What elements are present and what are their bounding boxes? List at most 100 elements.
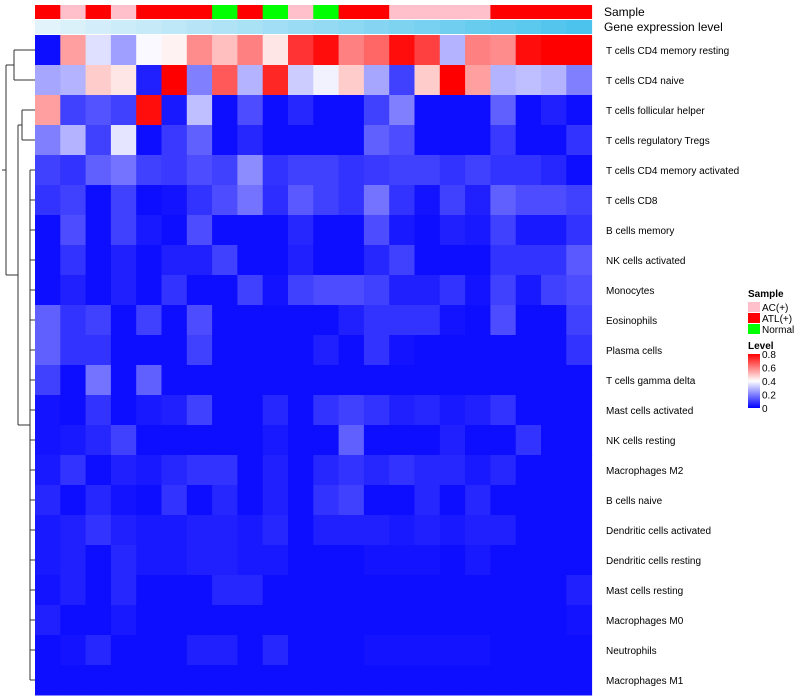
heatmap-cell	[186, 575, 213, 606]
heatmap-cell	[35, 275, 61, 306]
heatmap-cell	[566, 605, 593, 636]
heatmap-cell	[414, 485, 441, 516]
heatmap-cell	[85, 245, 112, 276]
heatmap-cell	[288, 605, 314, 636]
heatmap-cell	[338, 215, 365, 246]
heatmap-cell	[237, 155, 264, 186]
heatmap-cell	[136, 185, 162, 216]
heatmap-cell	[212, 665, 238, 696]
row-label: Dendritic cells resting	[606, 556, 701, 567]
heatmap-cell	[136, 335, 162, 366]
heatmap-cell	[414, 665, 441, 696]
heatmap-cell	[414, 35, 441, 66]
heatmap-cell	[389, 635, 415, 666]
heatmap-cell	[161, 425, 188, 456]
heatmap-cell	[262, 455, 289, 486]
heatmap-cell	[186, 515, 213, 546]
heatmap-cell	[363, 125, 390, 156]
expression-annotation-cell	[262, 20, 289, 34]
sample-annotation-cell	[35, 5, 61, 19]
heatmap-cell	[136, 95, 162, 126]
heatmap-cell	[237, 425, 264, 456]
heatmap-cell	[338, 545, 365, 576]
heatmap-cell	[85, 215, 112, 246]
heatmap-cell	[566, 485, 593, 516]
heatmap-cells	[35, 35, 593, 696]
heatmap-cell	[212, 575, 238, 606]
heatmap-cell	[465, 545, 491, 576]
sample-annotation-cell	[439, 5, 466, 19]
row-label: T cells follicular helper	[606, 106, 705, 117]
expression-annotation-cell	[186, 20, 213, 34]
heatmap-cell	[60, 485, 87, 516]
heatmap-cell	[136, 155, 162, 186]
heatmap-cell	[389, 515, 415, 546]
heatmap-cell	[541, 425, 567, 456]
heatmap-cell	[262, 485, 289, 516]
heatmap-cell	[515, 95, 542, 126]
heatmap-cell	[288, 215, 314, 246]
heatmap-cell	[515, 365, 542, 396]
heatmap-cell	[35, 155, 61, 186]
heatmap-cell	[465, 515, 491, 546]
heatmap-cell	[465, 485, 491, 516]
heatmap-cell	[136, 305, 162, 336]
heatmap-cell	[389, 335, 415, 366]
heatmap-cell	[414, 95, 441, 126]
sample-annotation-cell	[338, 5, 365, 19]
heatmap-cell	[110, 485, 137, 516]
sample-annotation-cell	[288, 5, 314, 19]
sample-annotation-cell	[136, 5, 162, 19]
row-label: Eosinophils	[606, 316, 657, 327]
heatmap-cell	[262, 275, 289, 306]
heatmap-cell	[262, 515, 289, 546]
heatmap-cell	[110, 35, 137, 66]
heatmap-cell	[465, 245, 491, 276]
heatmap-cell	[363, 245, 390, 276]
heatmap-cell	[161, 665, 188, 696]
heatmap-cell	[389, 455, 415, 486]
heatmap-cell	[363, 605, 390, 636]
sample-annotation-cell	[490, 5, 517, 19]
heatmap-cell	[541, 125, 567, 156]
heatmap-cell	[186, 665, 213, 696]
heatmap-cell	[465, 455, 491, 486]
heatmap-cell	[566, 215, 593, 246]
heatmap-cell	[60, 635, 87, 666]
heatmap-cell	[414, 425, 441, 456]
heatmap-cell	[515, 215, 542, 246]
heatmap-cell	[288, 245, 314, 276]
heatmap-cell	[161, 605, 188, 636]
heatmap-cell	[186, 635, 213, 666]
heatmap-cell	[136, 215, 162, 246]
expression-annotation-bar	[35, 20, 593, 34]
heatmap-cell	[490, 65, 517, 96]
heatmap-cell	[389, 215, 415, 246]
sample-annotation-cell	[262, 5, 289, 19]
heatmap-cell	[541, 185, 567, 216]
heatmap-cell	[414, 65, 441, 96]
heatmap-cell	[212, 395, 238, 426]
heatmap-cell	[439, 635, 466, 666]
heatmap-cell	[389, 485, 415, 516]
heatmap-cell	[414, 335, 441, 366]
heatmap-cell	[136, 245, 162, 276]
legend: Sample AC(+)ATL(+)Normal Level 0.8 0.6 0.4…	[748, 289, 794, 415]
heatmap-cell	[439, 455, 466, 486]
heatmap-cell	[288, 335, 314, 366]
heatmap-cell	[288, 545, 314, 576]
heatmap-cell	[288, 395, 314, 426]
heatmap-cell	[237, 305, 264, 336]
expression-annotation-cell	[110, 20, 137, 34]
heatmap-cell	[110, 365, 137, 396]
heatmap-cell	[389, 35, 415, 66]
heatmap-cell	[389, 155, 415, 186]
heatmap-cell	[262, 365, 289, 396]
legend-sample-title: Sample	[748, 289, 784, 300]
heatmap-cell	[60, 185, 87, 216]
heatmap-cell	[60, 155, 87, 186]
heatmap-cell	[262, 125, 289, 156]
heatmap-cell	[313, 245, 340, 276]
heatmap-cell	[313, 425, 340, 456]
heatmap-cell	[35, 305, 61, 336]
